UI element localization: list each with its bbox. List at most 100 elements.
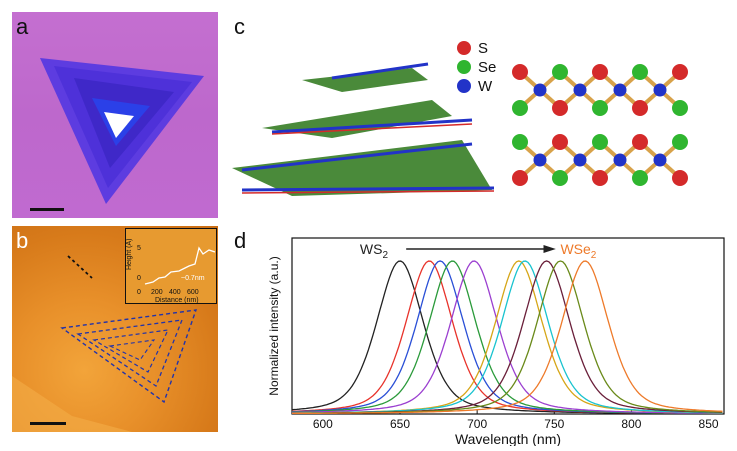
sheet-red-edge-2: [241, 190, 495, 194]
atom-s: [592, 64, 608, 80]
atom-se: [552, 170, 568, 186]
optical-image-panel: [12, 12, 218, 218]
panel-label-d: d: [234, 228, 247, 253]
atom-s: [672, 64, 688, 80]
atom-se: [672, 100, 688, 116]
spectrum-series-1: [291, 260, 723, 415]
atom-s: [592, 170, 608, 186]
atom-s: [632, 134, 648, 150]
spectrum-series-4: [291, 260, 723, 414]
pl-spectra-chart: 600 650 700 750 800 850 Wavelength (nm) Norma…: [267, 237, 725, 447]
legend-label-se: Se: [478, 59, 496, 76]
sheet-bottom: [232, 140, 492, 196]
pl-spectra-panel: 600 650 700 750 800 850 Wavelength (nm) Norma…: [232, 226, 737, 447]
atom-se: [512, 100, 528, 116]
triangle-outline-3: [92, 329, 170, 373]
panel-label-a: a: [16, 14, 29, 39]
inset-xlabel: Distance (nm): [155, 297, 199, 304]
inset-xtick-3: 600: [187, 289, 199, 296]
atom-se: [512, 134, 528, 150]
legend-label-w: W: [478, 78, 493, 95]
triangle-center: [104, 112, 134, 138]
afm-image-panel: Height (Å) 0 5 ~0.7nm 0 200 400 600 Dist…: [12, 226, 218, 432]
x-axis-ticks: 600 650 700 750 800 850: [313, 410, 719, 431]
atom-s: [512, 170, 528, 186]
atom-w: [573, 83, 587, 97]
atom-w: [613, 153, 627, 167]
atom-se: [632, 64, 648, 80]
legend-marker-se: [457, 60, 471, 74]
panel-label-b: b: [16, 228, 29, 253]
x-tick-label: 750: [544, 417, 564, 431]
sheet-edge-mid: [271, 118, 473, 134]
x-tick-label: 600: [313, 417, 333, 431]
atom-se: [592, 134, 608, 150]
atom-s: [512, 64, 528, 80]
atom-w: [653, 83, 667, 97]
spectrum-series-5: [292, 260, 723, 414]
atom-se: [592, 100, 608, 116]
x-tick-label: 850: [699, 417, 719, 431]
triangle-outline-2: [76, 319, 184, 387]
inset-xtick-1: 200: [151, 289, 163, 296]
atom-se: [672, 134, 688, 150]
inset-profile-line: [144, 246, 216, 285]
profile-line: [67, 255, 93, 279]
x-tick-label: 650: [390, 417, 410, 431]
inset-ytick-1: 5: [137, 245, 141, 252]
atom-s: [672, 170, 688, 186]
sheet-edge-bottom: [241, 186, 495, 192]
legend-label-s: S: [478, 40, 488, 57]
scale-bar: [30, 208, 64, 211]
spectrum-series-7: [292, 260, 723, 414]
inset-ylabel: Height (Å): [125, 238, 133, 270]
sheet-top: [302, 68, 428, 92]
atom-w: [533, 83, 547, 97]
inset-ytick-0: 0: [137, 275, 141, 282]
inset-xtick-0: 0: [137, 289, 141, 296]
scale-bar: [30, 422, 66, 425]
spectrum-series-10: [292, 260, 723, 415]
crystal-structure-panel: S Se W: [232, 20, 730, 220]
atom-w: [653, 153, 667, 167]
ball-and-stick-model: [512, 64, 688, 186]
sheet-edge-top: [331, 62, 429, 80]
spectrum-series-9: [292, 260, 723, 414]
panel-label-c: c: [234, 14, 245, 39]
x-tick-label: 800: [621, 417, 641, 431]
optical-triangle-image: [30, 58, 204, 211]
atom-se: [632, 170, 648, 186]
inset-frame: [125, 228, 217, 304]
atom-w: [533, 153, 547, 167]
sheet-red-edge: [271, 123, 473, 135]
x-axis-label: Wavelength (nm): [455, 431, 561, 446]
legend-marker-s: [457, 41, 471, 55]
sheet-edge-mid2: [241, 142, 473, 172]
crystal-structure-drawing: S Se W: [232, 40, 688, 196]
atom-se: [552, 64, 568, 80]
spectrum-series-3: [291, 260, 723, 414]
composition-arrow: WS2 WSe2: [360, 241, 597, 261]
height-profile-inset: Height (Å) 0 5 ~0.7nm 0 200 400 600 Dist…: [125, 228, 217, 304]
atom-s: [632, 100, 648, 116]
atom-w: [573, 153, 587, 167]
inset-annotation: ~0.7nm: [181, 275, 205, 282]
atom-s: [552, 134, 568, 150]
layered-sheets: [232, 62, 495, 196]
spectrum-series-2: [291, 260, 723, 415]
afm-image: [12, 255, 198, 432]
annotation-ws2: WS2: [360, 241, 389, 261]
spectrum-series-8: [292, 260, 723, 414]
spectrum-series-6: [292, 260, 723, 414]
plot-frame: [291, 237, 725, 415]
atom-s: [552, 100, 568, 116]
atom-w: [613, 83, 627, 97]
annotation-wse2: WSe2: [560, 241, 596, 261]
arrow-head: [543, 245, 556, 253]
spectra-series: [291, 260, 723, 415]
triangle-outline-4: [108, 339, 156, 361]
afm-highlight: [12, 376, 132, 432]
inset-xtick-2: 400: [169, 289, 181, 296]
element-legend: S Se W: [457, 40, 496, 95]
y-axis-label: Normalized intensity (a.u.): [267, 256, 281, 395]
